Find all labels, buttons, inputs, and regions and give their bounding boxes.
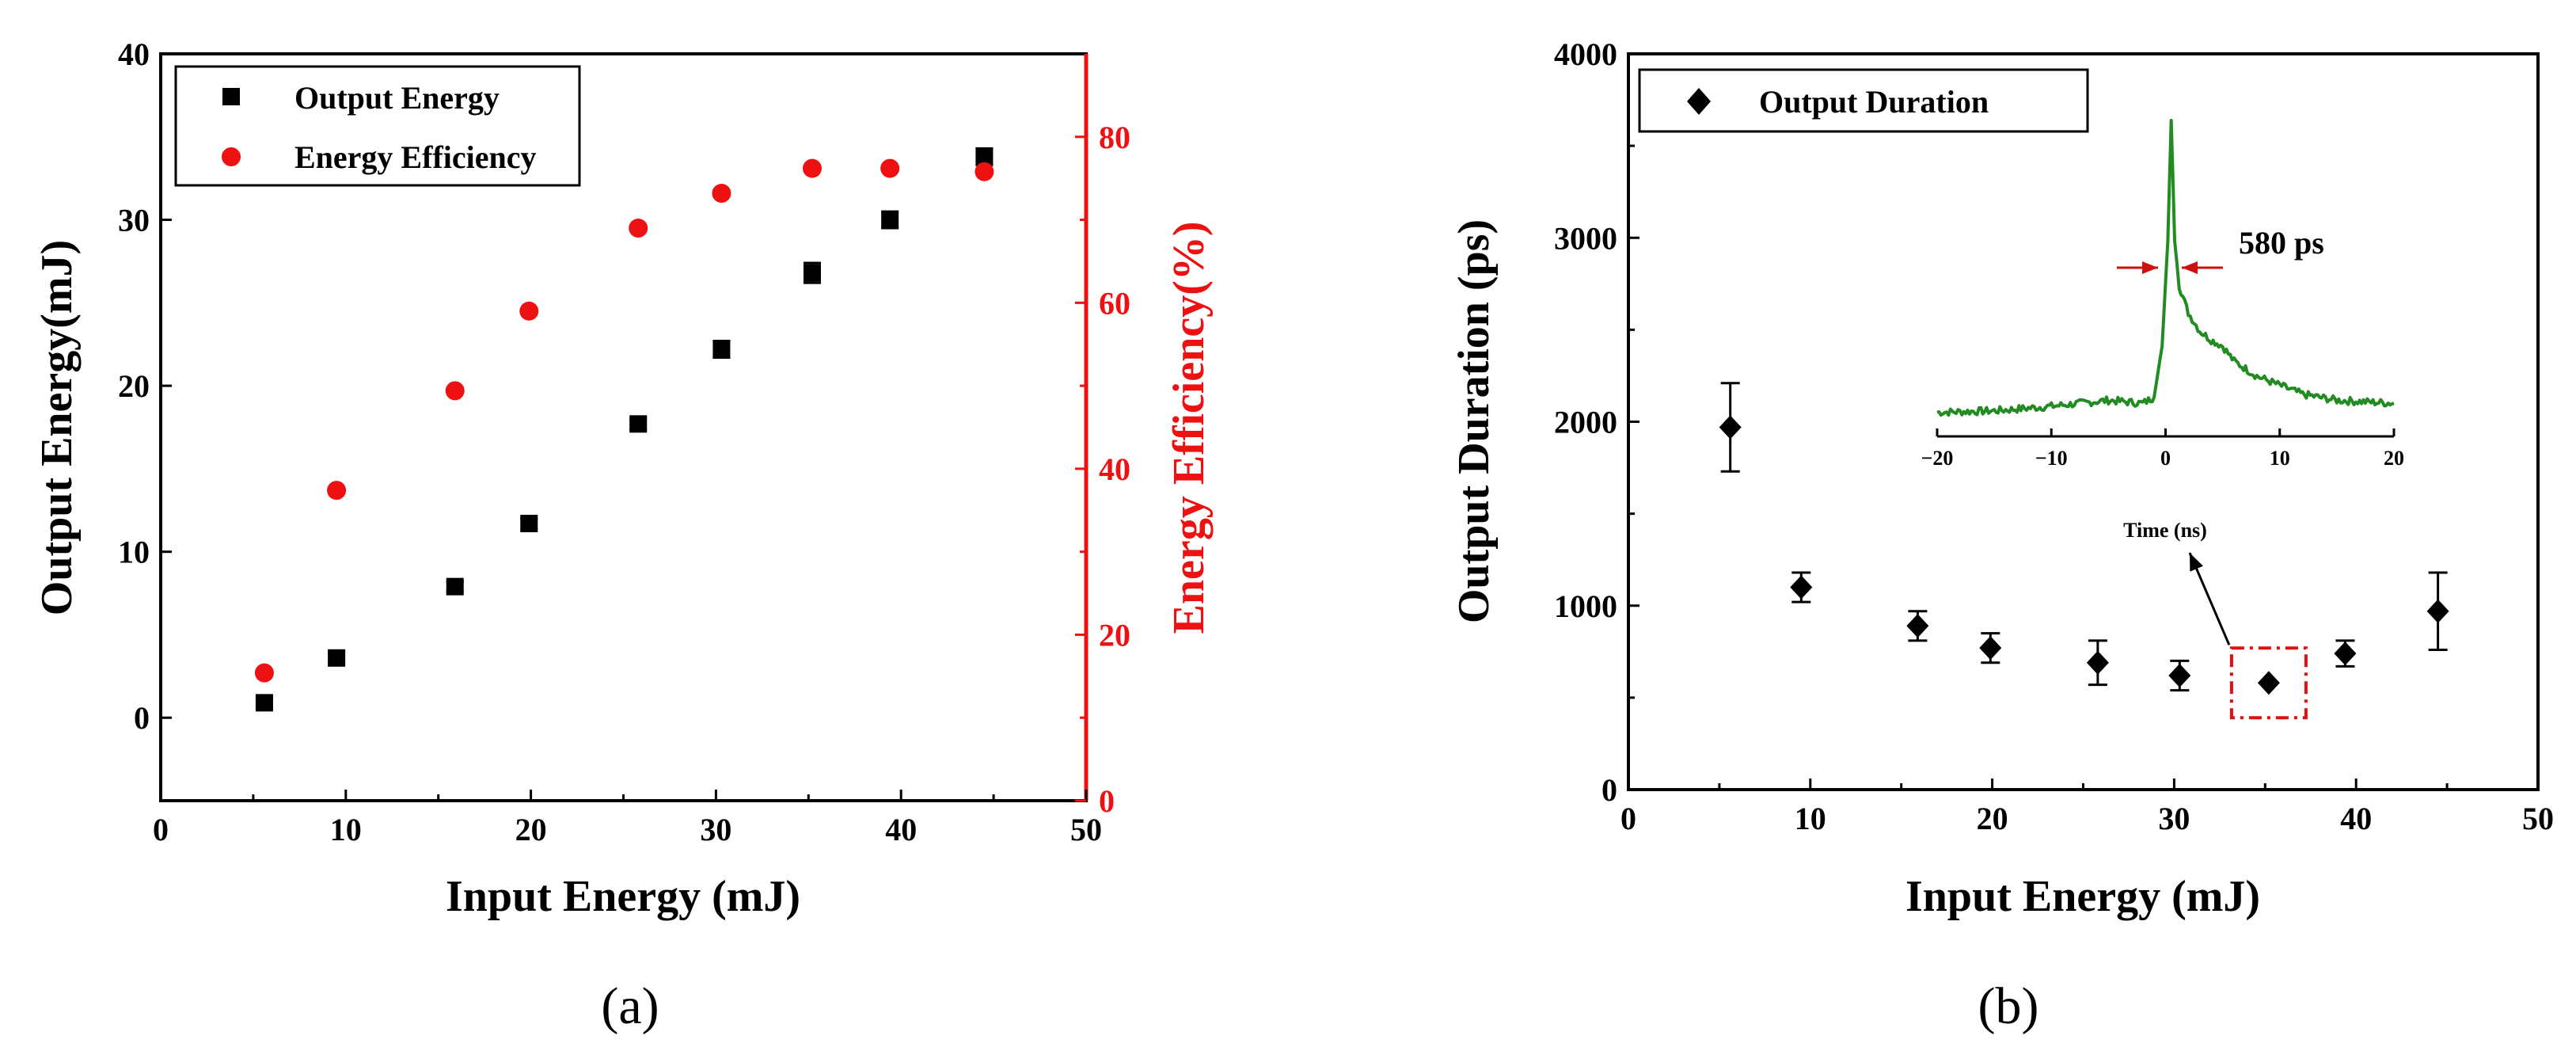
panel-b-label: (b): [1978, 977, 2039, 1035]
legend-energy-efficiency-label: Energy Efficiency: [294, 139, 537, 175]
energy-efficiency-point: [254, 663, 274, 683]
legend-output-duration-label: Output Duration: [1759, 84, 1989, 120]
energy-efficiency-point: [712, 184, 731, 204]
inset-pulse-trace: [1936, 119, 2395, 417]
panel-b-x-tick-label: 50: [2522, 801, 2554, 836]
panel-a-x-tick-label: 10: [330, 812, 362, 847]
panel-b-plot-frame: [1627, 52, 2540, 791]
inset-pointer-arrowhead: [2190, 553, 2203, 572]
panel-b: 0 10 20 30 40 50 0 1000 2000 3000 4000 Output Dur…: [1449, 36, 2554, 1035]
panel-b-y-axis-title: Output Duration (ps): [1449, 219, 1499, 623]
output-duration-point: [2086, 650, 2109, 675]
inset-pulse-plot: −20 −10 0 10 20 Time (ns) 580 ps: [1921, 119, 2404, 542]
panel-a-x-tick-label: 50: [1070, 812, 1102, 847]
energy-efficiency-point: [880, 158, 900, 178]
panel-a-right-y-axis-title: Energy Efficiency(%): [1165, 222, 1214, 634]
panel-b-y-tick-label: 3000: [1554, 220, 1617, 256]
output-duration-point: [2168, 664, 2191, 688]
output-duration-point: [1906, 614, 1929, 638]
fwhm-right-arrowhead: [2182, 261, 2198, 274]
panel-a-right-y-tick-label: 60: [1099, 285, 1130, 321]
fwhm-left-arrowhead: [2142, 261, 2158, 274]
panel-a-x-tick-label: 20: [515, 812, 547, 847]
panel-b-y-tick-label: 0: [1601, 772, 1617, 808]
legend-output-duration-marker: [1687, 88, 1711, 115]
output-energy-point: [629, 415, 648, 433]
panel-a-left-y-tick-label: 40: [118, 36, 150, 72]
panel-a-x-tick-label: 40: [885, 812, 917, 847]
inset-x-tick-label: 20: [2384, 447, 2404, 470]
energy-efficiency-point: [629, 219, 648, 238]
panel-a-label: (a): [601, 977, 659, 1035]
panel-b-y-tick-label: 4000: [1554, 36, 1617, 72]
output-duration-point: [1979, 636, 2002, 661]
output-energy-point: [881, 211, 899, 229]
output-energy-point: [975, 147, 994, 166]
panel-b-x-axis-title: Input Energy (mJ): [1905, 872, 2260, 921]
panel-a-right-y-tick-label: 40: [1099, 451, 1130, 487]
panel-b-legend-box: [1638, 68, 2089, 133]
panel-b-x-tick-label: 20: [1977, 801, 2008, 836]
panel-a-x-tick-label: 0: [153, 812, 169, 847]
legend-output-energy-marker: [222, 88, 240, 105]
output-duration-point: [1719, 415, 1742, 440]
highlight-box: [2229, 646, 2308, 720]
output-duration-point: [2257, 671, 2280, 695]
panel-a-left-y-tick-label: 0: [134, 700, 150, 736]
output-duration-point: [1790, 575, 1813, 600]
inset-x-tick-label: 10: [2270, 447, 2290, 470]
energy-efficiency-point: [327, 481, 347, 501]
panel-a-left-y-tick-label: 10: [118, 535, 150, 570]
output-energy-point: [520, 515, 538, 533]
panel-a-x-tick-label: 30: [700, 812, 731, 847]
inset-x-axis-title: Time (ns): [2123, 519, 2207, 542]
panel-a: 0 10 20 30 40 50 0 10 20 30 40 0 20 40 60 80 Output E…: [32, 36, 1214, 1035]
fwhm-annotation: 580 ps: [2239, 225, 2324, 261]
energy-efficiency-point: [445, 381, 465, 401]
output-energy-point: [255, 694, 273, 712]
energy-efficiency-point: [802, 158, 822, 178]
panel-b-x-tick-label: 10: [1795, 801, 1826, 836]
panel-a-left-y-tick-label: 20: [118, 368, 150, 404]
legend-energy-efficiency-marker: [222, 147, 241, 166]
output-energy-point: [446, 577, 464, 596]
energy-efficiency-point: [519, 301, 539, 321]
panel-a-right-y-tick-label: 0: [1099, 783, 1115, 819]
output-duration-point: [2334, 642, 2357, 666]
panel-b-x-tick-label: 40: [2340, 801, 2372, 836]
panel-a-legend-box: [174, 65, 581, 187]
panel-b-x-tick-label: 30: [2158, 801, 2190, 836]
output-energy-point: [712, 341, 731, 359]
panel-a-right-y-tick-label: 20: [1099, 617, 1130, 653]
panel-a-left-y-axis-title: Output Energy(mJ): [32, 240, 82, 615]
inset-x-tick-label: 0: [2160, 447, 2171, 470]
panel-a-left-y-tick-label: 30: [118, 203, 150, 238]
inset-x-tick-label: −20: [1921, 447, 1954, 470]
panel-b-y-tick-label: 2000: [1554, 405, 1617, 440]
panel-b-x-tick-label: 0: [1620, 801, 1636, 836]
output-energy-point: [328, 649, 346, 667]
output-energy-point: [803, 264, 821, 282]
output-duration-point: [2426, 599, 2449, 623]
legend-output-energy-label: Output Energy: [294, 80, 500, 116]
panel-a-right-y-tick-label: 80: [1099, 120, 1130, 155]
panel-b-y-tick-label: 1000: [1554, 588, 1617, 624]
inset-x-tick-label: −10: [2035, 447, 2068, 470]
energy-efficiency-point: [975, 162, 994, 181]
panel-a-x-axis-title: Input Energy (mJ): [446, 872, 800, 921]
